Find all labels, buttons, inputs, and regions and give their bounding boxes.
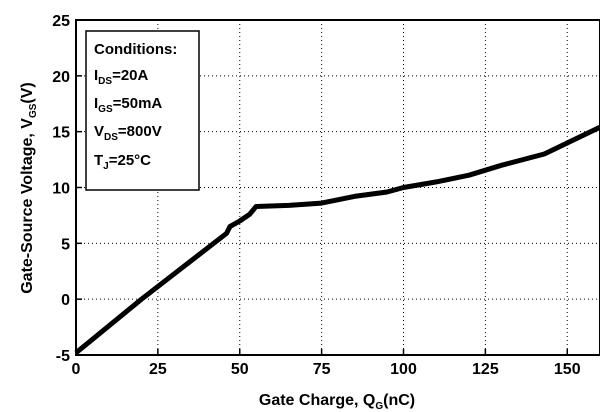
conditions-legend: Conditions: IDS=20A IGS=50mA VDS=800V TJ… — [85, 30, 200, 191]
x-tick-label: 50 — [231, 361, 249, 378]
x-axis-title: Gate Charge, QG(nC) — [259, 392, 415, 412]
x-tick-label: 25 — [149, 361, 167, 378]
y-axis-title: Gate-Source Voltage, VGS(V) — [19, 82, 39, 294]
y-tick-label: 15 — [52, 125, 70, 142]
legend-box — [85, 30, 200, 191]
legend-line-tj: TJ=25°C — [94, 152, 151, 172]
grid — [76, 20, 600, 355]
y-tick-labels: -5 0 5 10 15 20 25 — [52, 13, 70, 365]
x-tick-label: 100 — [390, 361, 417, 378]
legend-line-vds: VDS=800V — [94, 123, 162, 143]
legend-line-ids: IDS=20A — [94, 67, 149, 87]
y-tick-label: 0 — [61, 292, 70, 309]
x-tick-label: 0 — [72, 361, 81, 378]
x-tick-labels: 0 25 50 75 100 125 150 — [72, 361, 581, 378]
x-tick-label: 75 — [313, 361, 331, 378]
series-line — [74, 124, 600, 355]
y-tick-label: 5 — [61, 236, 70, 253]
legend-title: Conditions: — [94, 41, 177, 58]
x-tick-label: 150 — [554, 361, 581, 378]
y-tick-label: -5 — [56, 348, 70, 365]
axis-ticks — [75, 19, 568, 356]
y-tick-label: 20 — [52, 69, 70, 86]
y-tick-label: 25 — [52, 13, 70, 30]
y-tick-label: 10 — [52, 181, 70, 198]
x-tick-label: 125 — [472, 361, 499, 378]
legend-line-igs: IGS=50mA — [94, 95, 162, 115]
